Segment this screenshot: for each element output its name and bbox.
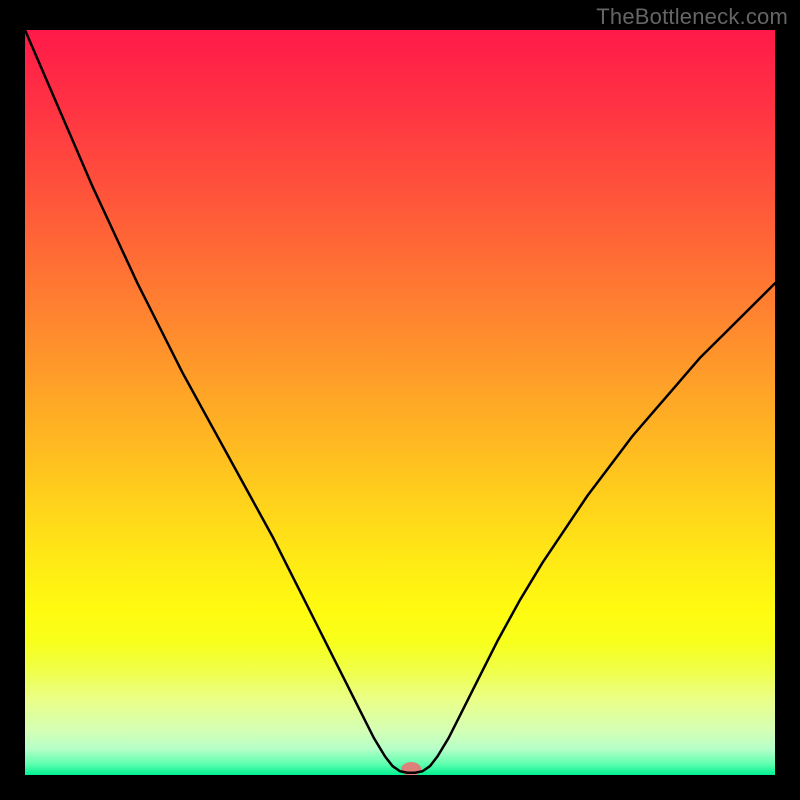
chart-container: TheBottleneck.com <box>0 0 800 800</box>
plot-area <box>25 30 775 775</box>
chart-svg <box>25 30 775 775</box>
watermark-text: TheBottleneck.com <box>596 4 788 30</box>
